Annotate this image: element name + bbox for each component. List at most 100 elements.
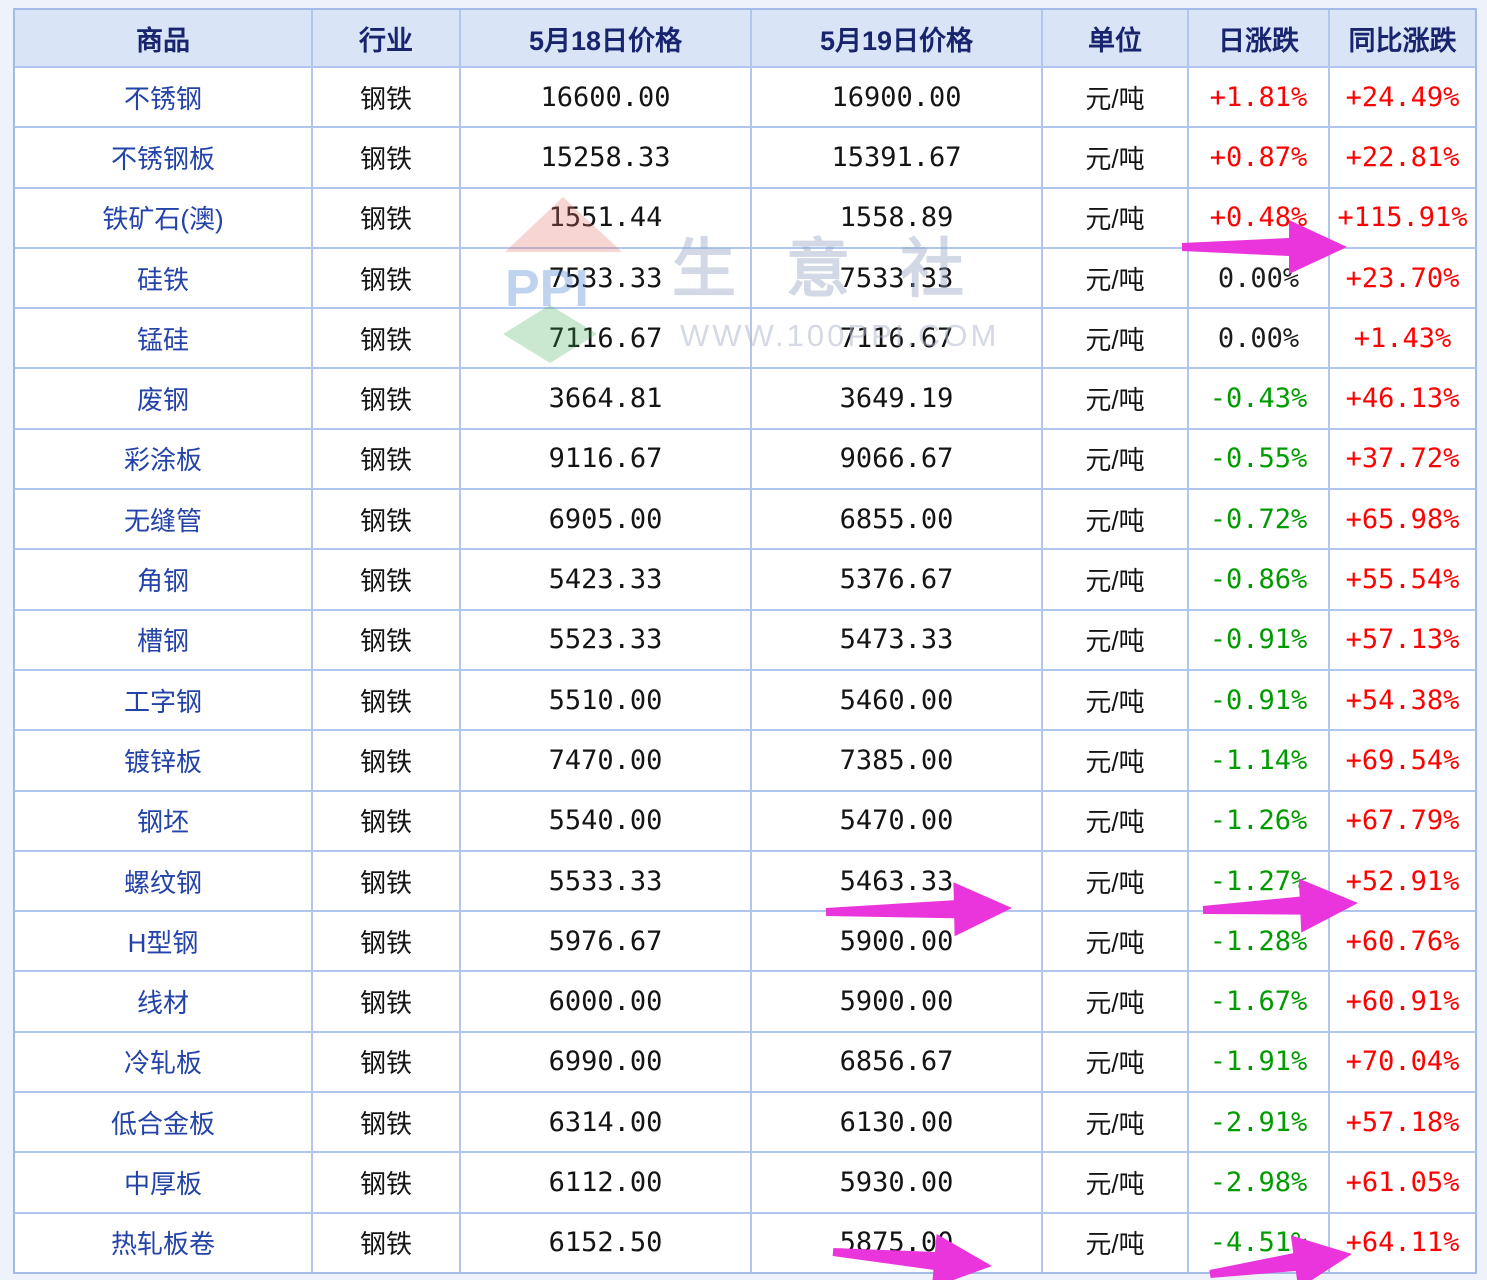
commodity-price-table: 商品 行业 5月18日价格 5月19日价格 单位 日涨跌 同比涨跌 不锈钢 钢铁 16600.00… xyxy=(13,8,1477,1274)
price-0519-cell: 1558.89 xyxy=(752,188,1041,247)
yoy-change-cell: +54.38% xyxy=(1330,670,1475,730)
col-header-unit: 单位 xyxy=(1043,10,1187,66)
product-name-cell[interactable]: H型钢 xyxy=(15,912,311,971)
industry-cell: 钢铁 xyxy=(313,429,459,489)
yoy-change-cell: +37.72% xyxy=(1330,429,1475,489)
price-0518-cell: 6000.00 xyxy=(461,972,750,1031)
product-name-cell[interactable]: 锰硅 xyxy=(15,309,311,368)
daily-change-cell: -0.55% xyxy=(1189,429,1328,489)
price-0518-cell: 16600.00 xyxy=(461,68,750,127)
product-name-cell[interactable]: 线材 xyxy=(15,972,311,1031)
product-name-cell[interactable]: 中厚板 xyxy=(15,1153,311,1212)
unit-cell: 元/吨 xyxy=(1043,851,1187,911)
industry-cell: 钢铁 xyxy=(313,490,459,549)
price-0519-cell: 6855.00 xyxy=(752,490,1041,549)
daily-change-cell: -2.91% xyxy=(1189,1093,1328,1152)
industry-cell: 钢铁 xyxy=(313,248,459,308)
yoy-change-cell: +61.05% xyxy=(1330,1153,1475,1212)
price-0519-cell: 5900.00 xyxy=(752,972,1041,1031)
daily-change-cell: -0.43% xyxy=(1189,369,1328,428)
daily-change-cell: -1.26% xyxy=(1189,791,1328,850)
yoy-change-cell: +57.18% xyxy=(1330,1093,1475,1152)
industry-cell: 钢铁 xyxy=(313,731,459,790)
price-0519-cell: 6130.00 xyxy=(752,1093,1041,1152)
industry-cell: 钢铁 xyxy=(313,369,459,428)
unit-cell: 元/吨 xyxy=(1043,369,1187,428)
unit-cell: 元/吨 xyxy=(1043,309,1187,368)
product-name-cell[interactable]: 不锈钢板 xyxy=(15,128,311,187)
unit-cell: 元/吨 xyxy=(1043,791,1187,850)
price-0518-cell: 6314.00 xyxy=(461,1093,750,1152)
price-0518-cell: 3664.81 xyxy=(461,369,750,428)
product-name-cell[interactable]: 工字钢 xyxy=(15,670,311,730)
price-0519-cell: 6856.67 xyxy=(752,1032,1041,1092)
price-0519-cell: 5473.33 xyxy=(752,610,1041,669)
daily-change-cell: 0.00% xyxy=(1189,309,1328,368)
daily-change-cell: -1.91% xyxy=(1189,1032,1328,1092)
product-name-cell[interactable]: 不锈钢 xyxy=(15,68,311,127)
industry-cell: 钢铁 xyxy=(313,1213,459,1272)
unit-cell: 元/吨 xyxy=(1043,1093,1187,1152)
price-0518-cell: 7533.33 xyxy=(461,248,750,308)
col-header-name: 商品 xyxy=(15,10,311,66)
price-0518-cell: 5533.33 xyxy=(461,851,750,911)
unit-cell: 元/吨 xyxy=(1043,550,1187,609)
yoy-change-cell: +69.54% xyxy=(1330,731,1475,790)
unit-cell: 元/吨 xyxy=(1043,912,1187,971)
daily-change-cell: -0.72% xyxy=(1189,490,1328,549)
industry-cell: 钢铁 xyxy=(313,309,459,368)
daily-change-cell: -2.98% xyxy=(1189,1153,1328,1212)
yoy-change-cell: +70.04% xyxy=(1330,1032,1475,1092)
daily-change-cell: +0.48% xyxy=(1189,188,1328,247)
col-header-industry: 行业 xyxy=(313,10,459,66)
industry-cell: 钢铁 xyxy=(313,912,459,971)
daily-change-cell: -1.14% xyxy=(1189,731,1328,790)
daily-change-cell: -1.67% xyxy=(1189,972,1328,1031)
product-name-cell[interactable]: 槽钢 xyxy=(15,610,311,669)
industry-cell: 钢铁 xyxy=(313,1093,459,1152)
industry-cell: 钢铁 xyxy=(313,1153,459,1212)
price-0519-cell: 5376.67 xyxy=(752,550,1041,609)
industry-cell: 钢铁 xyxy=(313,610,459,669)
col-header-yoy: 同比涨跌 xyxy=(1330,10,1475,66)
unit-cell: 元/吨 xyxy=(1043,972,1187,1031)
product-name-cell[interactable]: 钢坯 xyxy=(15,791,311,850)
yoy-change-cell: +60.76% xyxy=(1330,912,1475,971)
product-name-cell[interactable]: 彩涂板 xyxy=(15,429,311,489)
price-0519-cell: 5463.33 xyxy=(752,851,1041,911)
daily-change-cell: -0.86% xyxy=(1189,550,1328,609)
yoy-change-cell: +57.13% xyxy=(1330,610,1475,669)
yoy-change-cell: +115.91% xyxy=(1330,188,1475,247)
product-name-cell[interactable]: 硅铁 xyxy=(15,248,311,308)
product-name-cell[interactable]: 热轧板卷 xyxy=(15,1213,311,1272)
price-0518-cell: 6905.00 xyxy=(461,490,750,549)
yoy-change-cell: +65.98% xyxy=(1330,490,1475,549)
price-0518-cell: 7116.67 xyxy=(461,309,750,368)
product-name-cell[interactable]: 螺纹钢 xyxy=(15,851,311,911)
unit-cell: 元/吨 xyxy=(1043,490,1187,549)
product-name-cell[interactable]: 废钢 xyxy=(15,369,311,428)
unit-cell: 元/吨 xyxy=(1043,670,1187,730)
yoy-change-cell: +67.79% xyxy=(1330,791,1475,850)
col-header-price_0519: 5月19日价格 xyxy=(752,10,1041,66)
industry-cell: 钢铁 xyxy=(313,972,459,1031)
product-name-cell[interactable]: 角钢 xyxy=(15,550,311,609)
product-name-cell[interactable]: 无缝管 xyxy=(15,490,311,549)
yoy-change-cell: +46.13% xyxy=(1330,369,1475,428)
daily-change-cell: -4.51% xyxy=(1189,1213,1328,1272)
product-name-cell[interactable]: 镀锌板 xyxy=(15,731,311,790)
unit-cell: 元/吨 xyxy=(1043,68,1187,127)
product-name-cell[interactable]: 铁矿石(澳) xyxy=(15,188,311,247)
product-name-cell[interactable]: 低合金板 xyxy=(15,1093,311,1152)
price-0519-cell: 7116.67 xyxy=(752,309,1041,368)
industry-cell: 钢铁 xyxy=(313,550,459,609)
product-name-cell[interactable]: 冷轧板 xyxy=(15,1032,311,1092)
unit-cell: 元/吨 xyxy=(1043,128,1187,187)
price-0519-cell: 5470.00 xyxy=(752,791,1041,850)
industry-cell: 钢铁 xyxy=(313,1032,459,1092)
unit-cell: 元/吨 xyxy=(1043,1153,1187,1212)
yoy-change-cell: +55.54% xyxy=(1330,550,1475,609)
yoy-change-cell: +1.43% xyxy=(1330,309,1475,368)
daily-change-cell: +0.87% xyxy=(1189,128,1328,187)
unit-cell: 元/吨 xyxy=(1043,731,1187,790)
